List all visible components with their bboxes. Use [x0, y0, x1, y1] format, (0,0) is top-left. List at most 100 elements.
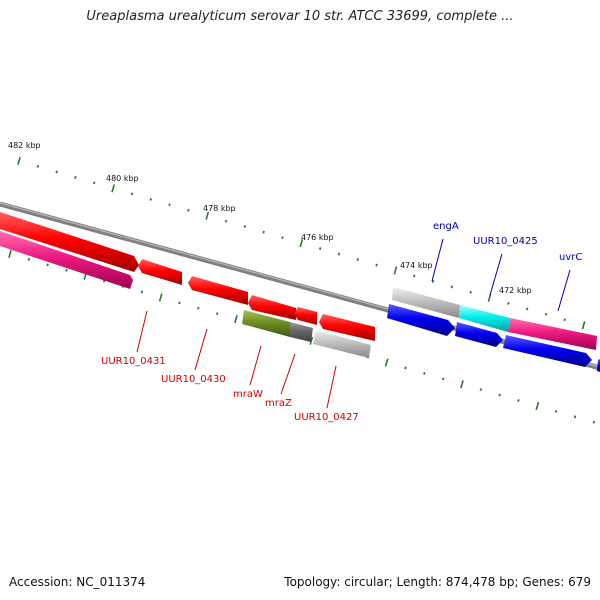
scale-label-474: 474 kbp	[400, 261, 433, 270]
gene-uur10-0431-feature[interactable]	[138, 259, 182, 285]
map-title: Ureaplasma urealyticum serovar 10 str. A…	[86, 9, 514, 24]
major-tick	[487, 293, 492, 302]
minor-tick	[168, 203, 171, 207]
scale-labels: 482 kbp 480 kbp 478 kbp 476 kbp 474 kbp …	[8, 141, 532, 295]
minor-tick	[450, 285, 454, 289]
leader-uur10-0431	[136, 310, 148, 353]
minor-tick	[130, 192, 134, 196]
minor-tick	[525, 307, 529, 311]
gene-uur10-0430-feature[interactable]	[188, 276, 248, 305]
leader-engA	[431, 238, 444, 282]
minor-tick	[178, 301, 181, 305]
minor-tick	[479, 388, 483, 392]
gene-mraW-feature[interactable]	[242, 310, 290, 337]
minor-tick	[592, 420, 596, 424]
minor-tick	[74, 176, 77, 179]
gene-blue-edge-feature[interactable]	[597, 359, 600, 372]
minor-tick	[93, 181, 96, 185]
topology-text: Topology: circular; Length: 874,478 bp; …	[284, 575, 591, 589]
label-uur10-0430[interactable]: UUR10_0430	[161, 374, 226, 385]
minor-tick	[197, 306, 200, 310]
gene-uur10-0428-feature[interactable]	[319, 314, 375, 341]
minor-tick	[544, 312, 548, 316]
minor-tick	[46, 263, 49, 267]
major-tick	[299, 239, 304, 248]
leader-uur10-0430	[194, 328, 208, 371]
minor-tick	[573, 415, 577, 419]
gene-uvrC-feature[interactable]	[508, 318, 597, 350]
leader-uvrC	[557, 269, 571, 312]
scale-label-480: 480 kbp	[106, 174, 139, 183]
major-tick	[158, 293, 163, 302]
minor-tick	[431, 280, 435, 283]
gene-uur10-0425-feature[interactable]	[459, 305, 510, 332]
minor-tick	[243, 225, 247, 229]
label-mraZ[interactable]: mraZ	[265, 398, 292, 409]
gene-mraZ-short-feature[interactable]	[294, 307, 317, 325]
label-mraW[interactable]: mraW	[233, 389, 263, 400]
minor-tick	[55, 170, 58, 174]
label-uur10-0431[interactable]: UUR10_0431	[101, 356, 166, 367]
label-leaders	[136, 238, 571, 409]
label-uvrC[interactable]: uvrC	[559, 252, 582, 263]
major-tick	[384, 358, 389, 367]
major-tick	[234, 315, 238, 324]
minor-tick	[224, 219, 228, 223]
minor-tick	[149, 197, 152, 201]
gene-engA-feature[interactable]	[392, 287, 460, 318]
minor-tick	[375, 263, 378, 267]
gene-uur10-0429-feature[interactable]	[248, 295, 296, 320]
minor-tick	[413, 274, 416, 278]
label-uur10-0427[interactable]: UUR10_0427	[294, 412, 359, 423]
major-tick	[205, 211, 210, 220]
major-tick	[8, 249, 12, 259]
gene-blue-1-feature[interactable]	[387, 304, 455, 336]
gene-features-right	[387, 287, 600, 372]
scale-label-476: 476 kbp	[301, 233, 334, 242]
gene-blue-2-feature[interactable]	[455, 322, 503, 347]
gene-blue-3-feature[interactable]	[503, 335, 592, 367]
leader-uur10-0427	[326, 365, 337, 409]
major-tick	[393, 266, 398, 275]
scale-label-478: 478 kbp	[203, 204, 236, 213]
gene-mraZ-feature[interactable]	[290, 322, 313, 342]
minor-tick	[262, 230, 265, 234]
gene-pink-left-feature[interactable]	[0, 231, 133, 289]
gene-uur10-0427-feature[interactable]	[313, 330, 371, 358]
scale-label-472: 472 kbp	[499, 286, 532, 295]
outer-tick-row	[17, 156, 586, 330]
minor-tick	[441, 377, 445, 381]
label-engA[interactable]: engA	[433, 221, 459, 232]
minor-tick	[554, 409, 558, 413]
gene-uur10-0432-feature[interactable]	[0, 212, 139, 272]
minor-tick	[281, 236, 284, 240]
major-tick	[535, 401, 540, 411]
leader-mraZ	[280, 353, 296, 395]
leader-mraW	[249, 345, 262, 386]
minor-tick	[337, 252, 341, 256]
minor-tick	[507, 301, 510, 305]
minor-tick	[517, 399, 520, 402]
major-tick	[111, 184, 115, 193]
minor-tick	[563, 318, 566, 322]
scale-label-482: 482 kbp	[8, 141, 41, 150]
major-tick	[309, 336, 314, 345]
gene-labels: UUR10_0431 UUR10_0430 mraW mraZ UUR10_04…	[101, 221, 582, 423]
minor-tick	[187, 208, 190, 212]
major-tick	[17, 156, 21, 166]
minor-tick	[215, 312, 219, 316]
label-uur10-0425[interactable]: UUR10_0425	[473, 236, 538, 247]
minor-tick	[423, 371, 426, 375]
minor-tick	[140, 290, 144, 294]
minor-tick	[27, 258, 31, 261]
major-tick	[460, 380, 464, 389]
minor-tick	[36, 165, 40, 168]
minor-tick	[498, 393, 501, 397]
minor-tick	[469, 290, 472, 294]
minor-tick	[404, 366, 407, 370]
major-tick	[581, 321, 586, 330]
accession-text: Accession: NC_011374	[9, 575, 146, 589]
minor-tick	[65, 268, 68, 272]
leader-uur10-0425	[489, 253, 503, 296]
